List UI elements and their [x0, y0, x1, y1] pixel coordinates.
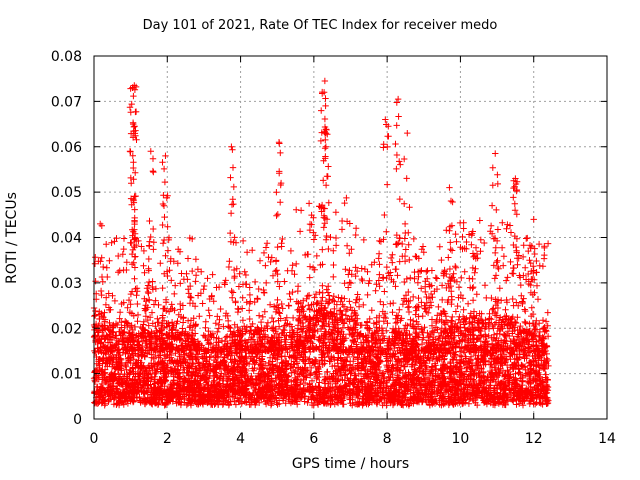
x-tick-label: 2 [163, 431, 172, 447]
roti-peak-point [394, 95, 402, 103]
y-tick-label: 0.08 [51, 49, 82, 65]
y-tick-label: 0 [73, 412, 82, 428]
roti-peak-point [275, 139, 283, 146]
x-tick-label: 0 [90, 431, 99, 447]
x-tick-label: 4 [236, 431, 245, 447]
roti-peak-point [382, 116, 389, 123]
y-tick-label: 0.06 [51, 140, 82, 156]
roti-peak-point [130, 120, 137, 128]
roti-peak-point [530, 216, 537, 223]
x-tick-label: 14 [598, 431, 616, 447]
x-tick-label: 6 [309, 431, 318, 447]
y-tick-label: 0.07 [51, 94, 82, 110]
roti-point-cloud [90, 83, 552, 409]
roti-peak-point [322, 102, 329, 110]
axes: 0 2 4 6 8 10 12 14 0 0.01 0.02 0.03 0.04 0.05 0.06 0.07… [51, 49, 616, 447]
x-tick-label: 12 [525, 431, 543, 447]
y-axis-label: ROTI / TECUs [4, 192, 20, 284]
y-tick-label: 0.04 [51, 231, 82, 247]
roti-peak-point [228, 143, 235, 150]
roti-peak-point [162, 152, 169, 160]
roti-peak-point [321, 77, 329, 85]
roti-peak-point [147, 148, 154, 155]
roti-peak-point [446, 184, 453, 191]
y-tick-label: 0.05 [51, 185, 82, 201]
y-tick-label: 0.01 [51, 367, 82, 383]
y-tick-label: 0.03 [51, 276, 82, 292]
x-axis-label: GPS time / hours [291, 456, 410, 472]
roti-peak-point [320, 89, 328, 96]
x-tick-label: 10 [452, 431, 470, 447]
y-tick-label: 0.02 [51, 321, 82, 337]
x-tick-label: 8 [383, 431, 392, 447]
roti-peak-point [404, 129, 411, 137]
roti-peak-point [131, 82, 138, 89]
roti-peak-point [492, 150, 499, 157]
data-points [90, 77, 552, 409]
roti-peak-point [512, 175, 519, 182]
chart-title: Day 101 of 2021, Rate Of TEC Index for r… [142, 18, 498, 33]
